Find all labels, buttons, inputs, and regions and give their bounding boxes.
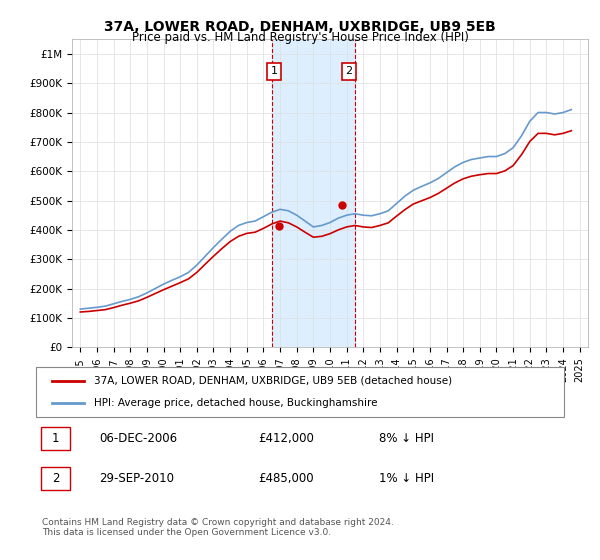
Text: £412,000: £412,000 bbox=[258, 432, 314, 445]
Text: 29-SEP-2010: 29-SEP-2010 bbox=[100, 472, 175, 484]
Text: £485,000: £485,000 bbox=[258, 472, 313, 484]
Text: HPI: Average price, detached house, Buckinghamshire: HPI: Average price, detached house, Buck… bbox=[94, 398, 377, 408]
FancyBboxPatch shape bbox=[41, 466, 70, 489]
Text: 8% ↓ HPI: 8% ↓ HPI bbox=[379, 432, 434, 445]
Text: 06-DEC-2006: 06-DEC-2006 bbox=[100, 432, 178, 445]
FancyBboxPatch shape bbox=[41, 427, 70, 450]
Text: 2: 2 bbox=[346, 67, 353, 77]
Text: 37A, LOWER ROAD, DENHAM, UXBRIDGE, UB9 5EB: 37A, LOWER ROAD, DENHAM, UXBRIDGE, UB9 5… bbox=[104, 20, 496, 34]
Text: 1: 1 bbox=[271, 67, 278, 77]
Text: Contains HM Land Registry data © Crown copyright and database right 2024.
This d: Contains HM Land Registry data © Crown c… bbox=[42, 518, 394, 538]
Bar bbox=[272, 39, 355, 347]
Text: 1: 1 bbox=[52, 432, 59, 445]
FancyBboxPatch shape bbox=[36, 367, 564, 417]
Text: 2: 2 bbox=[52, 472, 59, 484]
Text: 1% ↓ HPI: 1% ↓ HPI bbox=[379, 472, 434, 484]
Text: 37A, LOWER ROAD, DENHAM, UXBRIDGE, UB9 5EB (detached house): 37A, LOWER ROAD, DENHAM, UXBRIDGE, UB9 5… bbox=[94, 376, 452, 386]
Text: Price paid vs. HM Land Registry's House Price Index (HPI): Price paid vs. HM Land Registry's House … bbox=[131, 31, 469, 44]
